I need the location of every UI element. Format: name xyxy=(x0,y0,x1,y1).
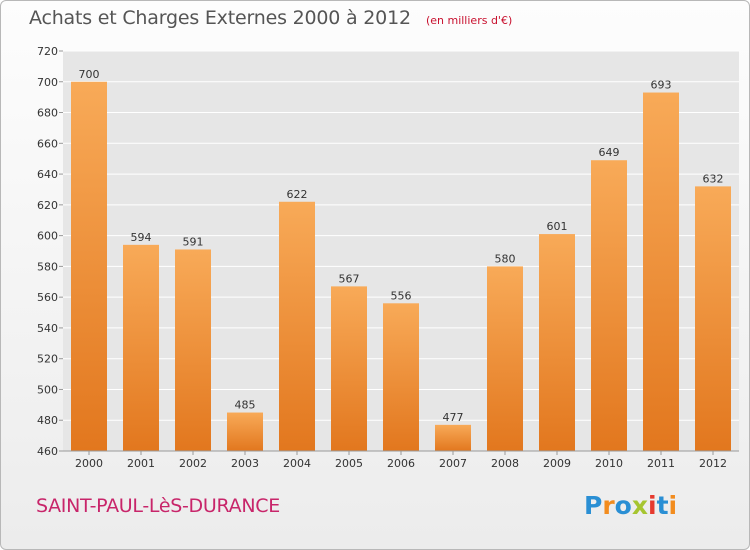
y-tick-label: 540 xyxy=(37,322,58,335)
y-tick-label: 600 xyxy=(37,230,58,243)
bar xyxy=(175,249,211,451)
chart-title: Achats et Charges Externes 2000 à 2012 xyxy=(29,7,411,29)
x-axis-ticks: 2000 2001 2002 2003 2004 2005 2006 2007 2008 2009… xyxy=(75,451,727,470)
logo-letter: r xyxy=(602,491,615,520)
y-tick-label: 620 xyxy=(37,199,58,212)
bar-value-label: 649 xyxy=(599,146,620,159)
bar xyxy=(123,244,159,451)
y-tick-label: 720 xyxy=(37,45,58,58)
bar xyxy=(487,266,523,451)
bar xyxy=(643,92,679,452)
x-tick-label: 2011 xyxy=(647,457,675,470)
bars xyxy=(71,81,731,452)
x-tick-label: 2003 xyxy=(231,457,259,470)
bar-value-label: 601 xyxy=(547,220,568,233)
bar-value-label: 594 xyxy=(131,231,152,244)
proxiti-logo: Proxiti xyxy=(584,491,677,520)
y-axis-ticks: 460 480 500 520 540 560 580 600 620 640 660 680 700 7… xyxy=(37,45,63,458)
y-tick-label: 480 xyxy=(37,414,58,427)
bar-value-label: 485 xyxy=(235,399,256,412)
bar-value-label: 622 xyxy=(287,188,308,201)
x-tick-label: 2009 xyxy=(543,457,571,470)
y-tick-label: 560 xyxy=(37,291,58,304)
bar xyxy=(71,81,107,452)
location-label: SAINT-PAUL-LèS-DURANCE xyxy=(36,495,280,517)
bar xyxy=(383,303,419,451)
bar xyxy=(539,234,575,451)
bar-value-label: 693 xyxy=(651,79,672,92)
x-tick-label: 2012 xyxy=(699,457,727,470)
x-tick-label: 2004 xyxy=(283,457,311,470)
x-tick-label: 2008 xyxy=(491,457,519,470)
y-tick-label: 500 xyxy=(37,383,58,396)
x-tick-label: 2000 xyxy=(75,457,103,470)
x-tick-label: 2006 xyxy=(387,457,415,470)
chart-header: Achats et Charges Externes 2000 à 2012 (… xyxy=(29,7,512,29)
chart-subtitle: (en milliers d'€) xyxy=(425,14,513,27)
logo-letter: P xyxy=(584,491,603,520)
logo-letter: i xyxy=(648,491,657,520)
bar xyxy=(695,186,731,451)
bar-value-label: 477 xyxy=(443,411,464,424)
logo-letter: t xyxy=(656,491,669,520)
x-tick-label: 2005 xyxy=(335,457,363,470)
logo-letter: i xyxy=(668,491,678,520)
y-tick-label: 660 xyxy=(37,137,58,150)
logo-letter: x xyxy=(631,491,648,520)
bar-value-label: 632 xyxy=(703,172,724,185)
bar-value-label: 591 xyxy=(183,235,204,248)
y-tick-label: 680 xyxy=(37,107,58,120)
y-tick-label: 580 xyxy=(37,260,58,273)
y-tick-label: 460 xyxy=(37,445,58,458)
y-tick-label: 520 xyxy=(37,353,58,366)
bar-value-label: 556 xyxy=(391,289,412,302)
x-tick-label: 2010 xyxy=(595,457,623,470)
bar xyxy=(591,160,627,451)
bar xyxy=(279,201,315,451)
y-tick-label: 640 xyxy=(37,168,58,181)
bar-value-label: 700 xyxy=(79,68,100,81)
bar-value-label: 567 xyxy=(339,272,360,285)
bar xyxy=(331,286,367,451)
data-labels: 700 594 591 485 622 567 556 477 580 601 649 693 632 xyxy=(79,68,724,424)
x-tick-label: 2002 xyxy=(179,457,207,470)
bar xyxy=(227,412,263,451)
bar xyxy=(435,424,471,451)
y-tick-label: 700 xyxy=(37,76,58,89)
x-tick-label: 2001 xyxy=(127,457,155,470)
logo-letter: o xyxy=(614,491,632,520)
x-tick-label: 2007 xyxy=(439,457,467,470)
bar-value-label: 580 xyxy=(495,252,516,265)
